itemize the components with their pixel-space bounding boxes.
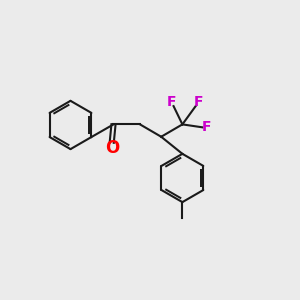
Text: F: F	[167, 95, 176, 109]
Text: F: F	[202, 120, 212, 134]
Text: F: F	[194, 95, 203, 109]
Text: O: O	[105, 139, 119, 157]
